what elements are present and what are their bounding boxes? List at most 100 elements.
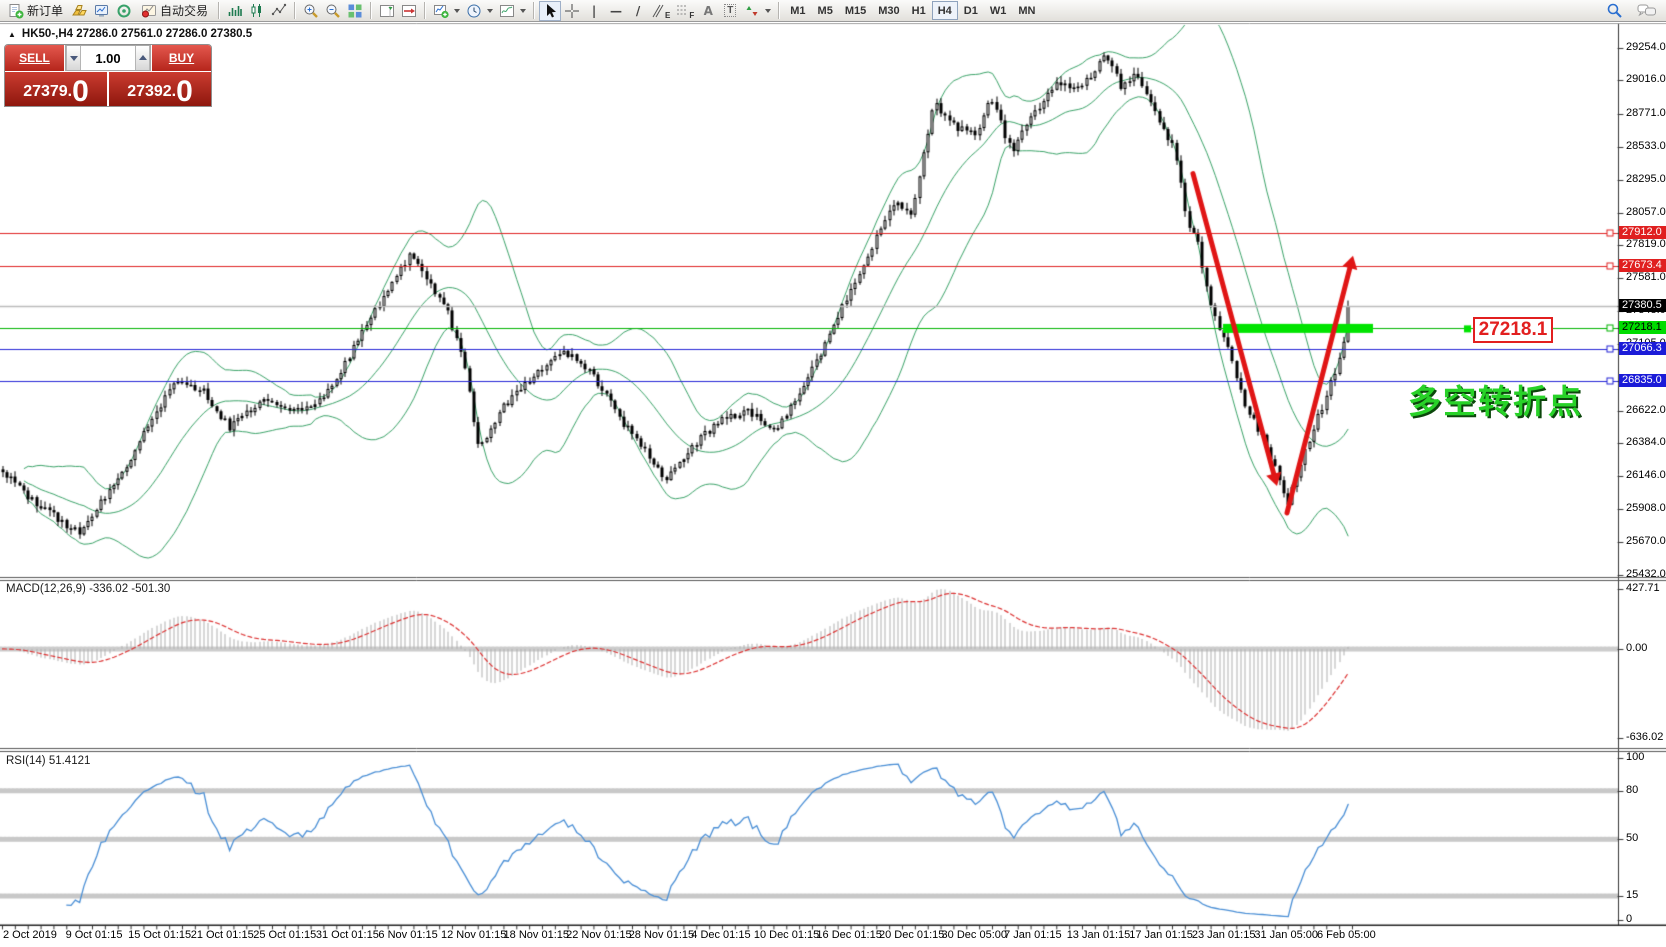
horizontal-line-icon: — — [610, 3, 623, 18]
line-chart-icon — [271, 3, 287, 19]
toolbar-separator — [370, 2, 373, 19]
chevron-down-icon — [487, 8, 494, 13]
timeframe-button-m15[interactable]: M15 — [839, 1, 872, 20]
arrows-tool-button[interactable] — [741, 1, 774, 21]
chevron-down-icon — [454, 8, 461, 13]
cursor-tool-button[interactable] — [539, 0, 562, 21]
toolbar: 新订单 自动交易 — [0, 0, 1666, 22]
candlestick-icon — [249, 3, 265, 19]
text-tool-button[interactable]: A — [697, 1, 719, 21]
buy-price-big-digit: 0 — [176, 75, 193, 108]
broadcast-icon — [116, 3, 132, 19]
one-click-trading-panel: SELL BUY 27379.0 27392.0 — [4, 44, 212, 107]
channel-glyph: E — [665, 10, 671, 20]
buy-label: BUY — [168, 51, 195, 65]
chevron-down-icon — [520, 8, 527, 13]
new-order-icon — [8, 3, 24, 19]
chart-canvas[interactable] — [0, 23, 1666, 947]
autotrading-label: 自动交易 — [160, 4, 209, 18]
autotrading-icon — [141, 3, 157, 19]
trendline-icon: / — [635, 3, 641, 18]
chat-button[interactable] — [1634, 1, 1660, 21]
sell-price-main: 27379. — [23, 83, 73, 100]
auto-scroll-button[interactable] — [398, 1, 420, 21]
tile-windows-icon — [347, 3, 363, 19]
gold-bars-button[interactable] — [69, 1, 91, 21]
triangle-down-icon — [69, 56, 78, 65]
new-order-label: 新订单 — [27, 4, 64, 18]
volume-decrease-button[interactable] — [66, 46, 81, 70]
bar-chart-icon — [227, 3, 243, 19]
templates-button[interactable] — [496, 1, 529, 21]
zoom-out-icon — [325, 3, 341, 19]
arrows-icon — [744, 3, 760, 19]
market-monitor-button[interactable] — [91, 1, 113, 21]
chevron-down-icon — [765, 8, 772, 13]
profiles-clock-button[interactable] — [463, 1, 496, 21]
price-callout-box[interactable]: 27218.1 — [1473, 317, 1553, 343]
sell-button[interactable]: SELL — [5, 45, 64, 71]
text-label-tool-button[interactable]: T — [719, 1, 741, 21]
zoom-in-button[interactable] — [300, 1, 322, 21]
toolbar-separator — [294, 2, 297, 19]
zoom-out-button[interactable] — [322, 1, 344, 21]
collapse-icon[interactable]: ▲ — [8, 29, 16, 39]
zoom-in-icon — [303, 3, 319, 19]
template-icon — [499, 3, 515, 19]
timeframe-button-m5[interactable]: M5 — [812, 1, 839, 20]
buy-button[interactable]: BUY — [152, 45, 211, 71]
toolbar-separator — [533, 2, 536, 19]
cursor-icon — [542, 3, 558, 19]
ohlc-readout: HK50-,H4 27286.0 27561.0 27286.0 27380.5 — [21, 28, 253, 40]
volume-increase-button[interactable] — [135, 46, 150, 70]
bar-chart-button[interactable] — [224, 1, 246, 21]
trendline-tool-button[interactable]: / — [627, 1, 649, 21]
new-chart-icon — [433, 3, 449, 19]
clock-icon — [466, 3, 482, 19]
new-order-button[interactable]: 新订单 — [2, 1, 69, 21]
gold-bars-icon — [72, 3, 88, 19]
line-chart-button[interactable] — [268, 1, 290, 21]
chart-ohlc-header: ▲ HK50-,H4 27286.0 27561.0 27286.0 27380… — [8, 28, 252, 40]
sell-price-big-digit: 0 — [72, 75, 89, 108]
text-icon: A — [703, 3, 713, 18]
chart-shift-icon — [379, 3, 395, 19]
toolbar-separator — [424, 2, 427, 19]
tile-windows-button[interactable] — [344, 1, 366, 21]
autotrading-button[interactable]: 自动交易 — [135, 1, 214, 21]
channel-icon — [652, 4, 664, 18]
search-button[interactable] — [1603, 1, 1626, 21]
turning-point-annotation[interactable]: 多空转折点 — [1408, 382, 1583, 421]
monitor-icon — [94, 3, 110, 19]
volume-input[interactable] — [81, 46, 135, 70]
timeframe-button-h1[interactable]: H1 — [906, 1, 932, 20]
triangle-up-icon — [138, 51, 147, 60]
buy-price-main: 27392. — [127, 83, 177, 100]
vertical-line-tool-button[interactable]: | — [583, 1, 605, 21]
buy-price[interactable]: 27392. 0 — [109, 72, 211, 108]
toolbar-separator — [218, 2, 221, 19]
sell-price[interactable]: 27379. 0 — [5, 72, 107, 108]
search-icon — [1606, 2, 1623, 19]
chart-shift-button[interactable] — [376, 1, 398, 21]
crosshair-tool-button[interactable] — [561, 1, 583, 21]
candlestick-chart-button[interactable] — [246, 1, 268, 21]
chart-window: ▲ HK50-,H4 27286.0 27561.0 27286.0 27380… — [0, 23, 1666, 947]
horizontal-line-tool-button[interactable]: — — [605, 1, 627, 21]
fibonacci-tool-button[interactable]: F — [673, 1, 697, 21]
channel-tool-button[interactable]: E — [649, 1, 673, 21]
sell-label: SELL — [19, 51, 50, 65]
timeframe-button-w1[interactable]: W1 — [984, 1, 1013, 20]
new-chart-button[interactable] — [430, 1, 463, 21]
text-label-icon: T — [724, 4, 737, 17]
chat-icon — [1637, 3, 1657, 19]
timeframe-button-m1[interactable]: M1 — [784, 1, 811, 20]
crosshair-icon — [564, 3, 580, 19]
timeframe-button-h4[interactable]: H4 — [931, 1, 958, 20]
timeframe-button-d1[interactable]: D1 — [958, 1, 984, 20]
timeframe-button-m30[interactable]: M30 — [872, 1, 905, 20]
fibonacci-glyph: F — [689, 10, 695, 20]
broadcast-button[interactable] — [113, 1, 135, 21]
timeframe-button-mn[interactable]: MN — [1012, 1, 1041, 20]
